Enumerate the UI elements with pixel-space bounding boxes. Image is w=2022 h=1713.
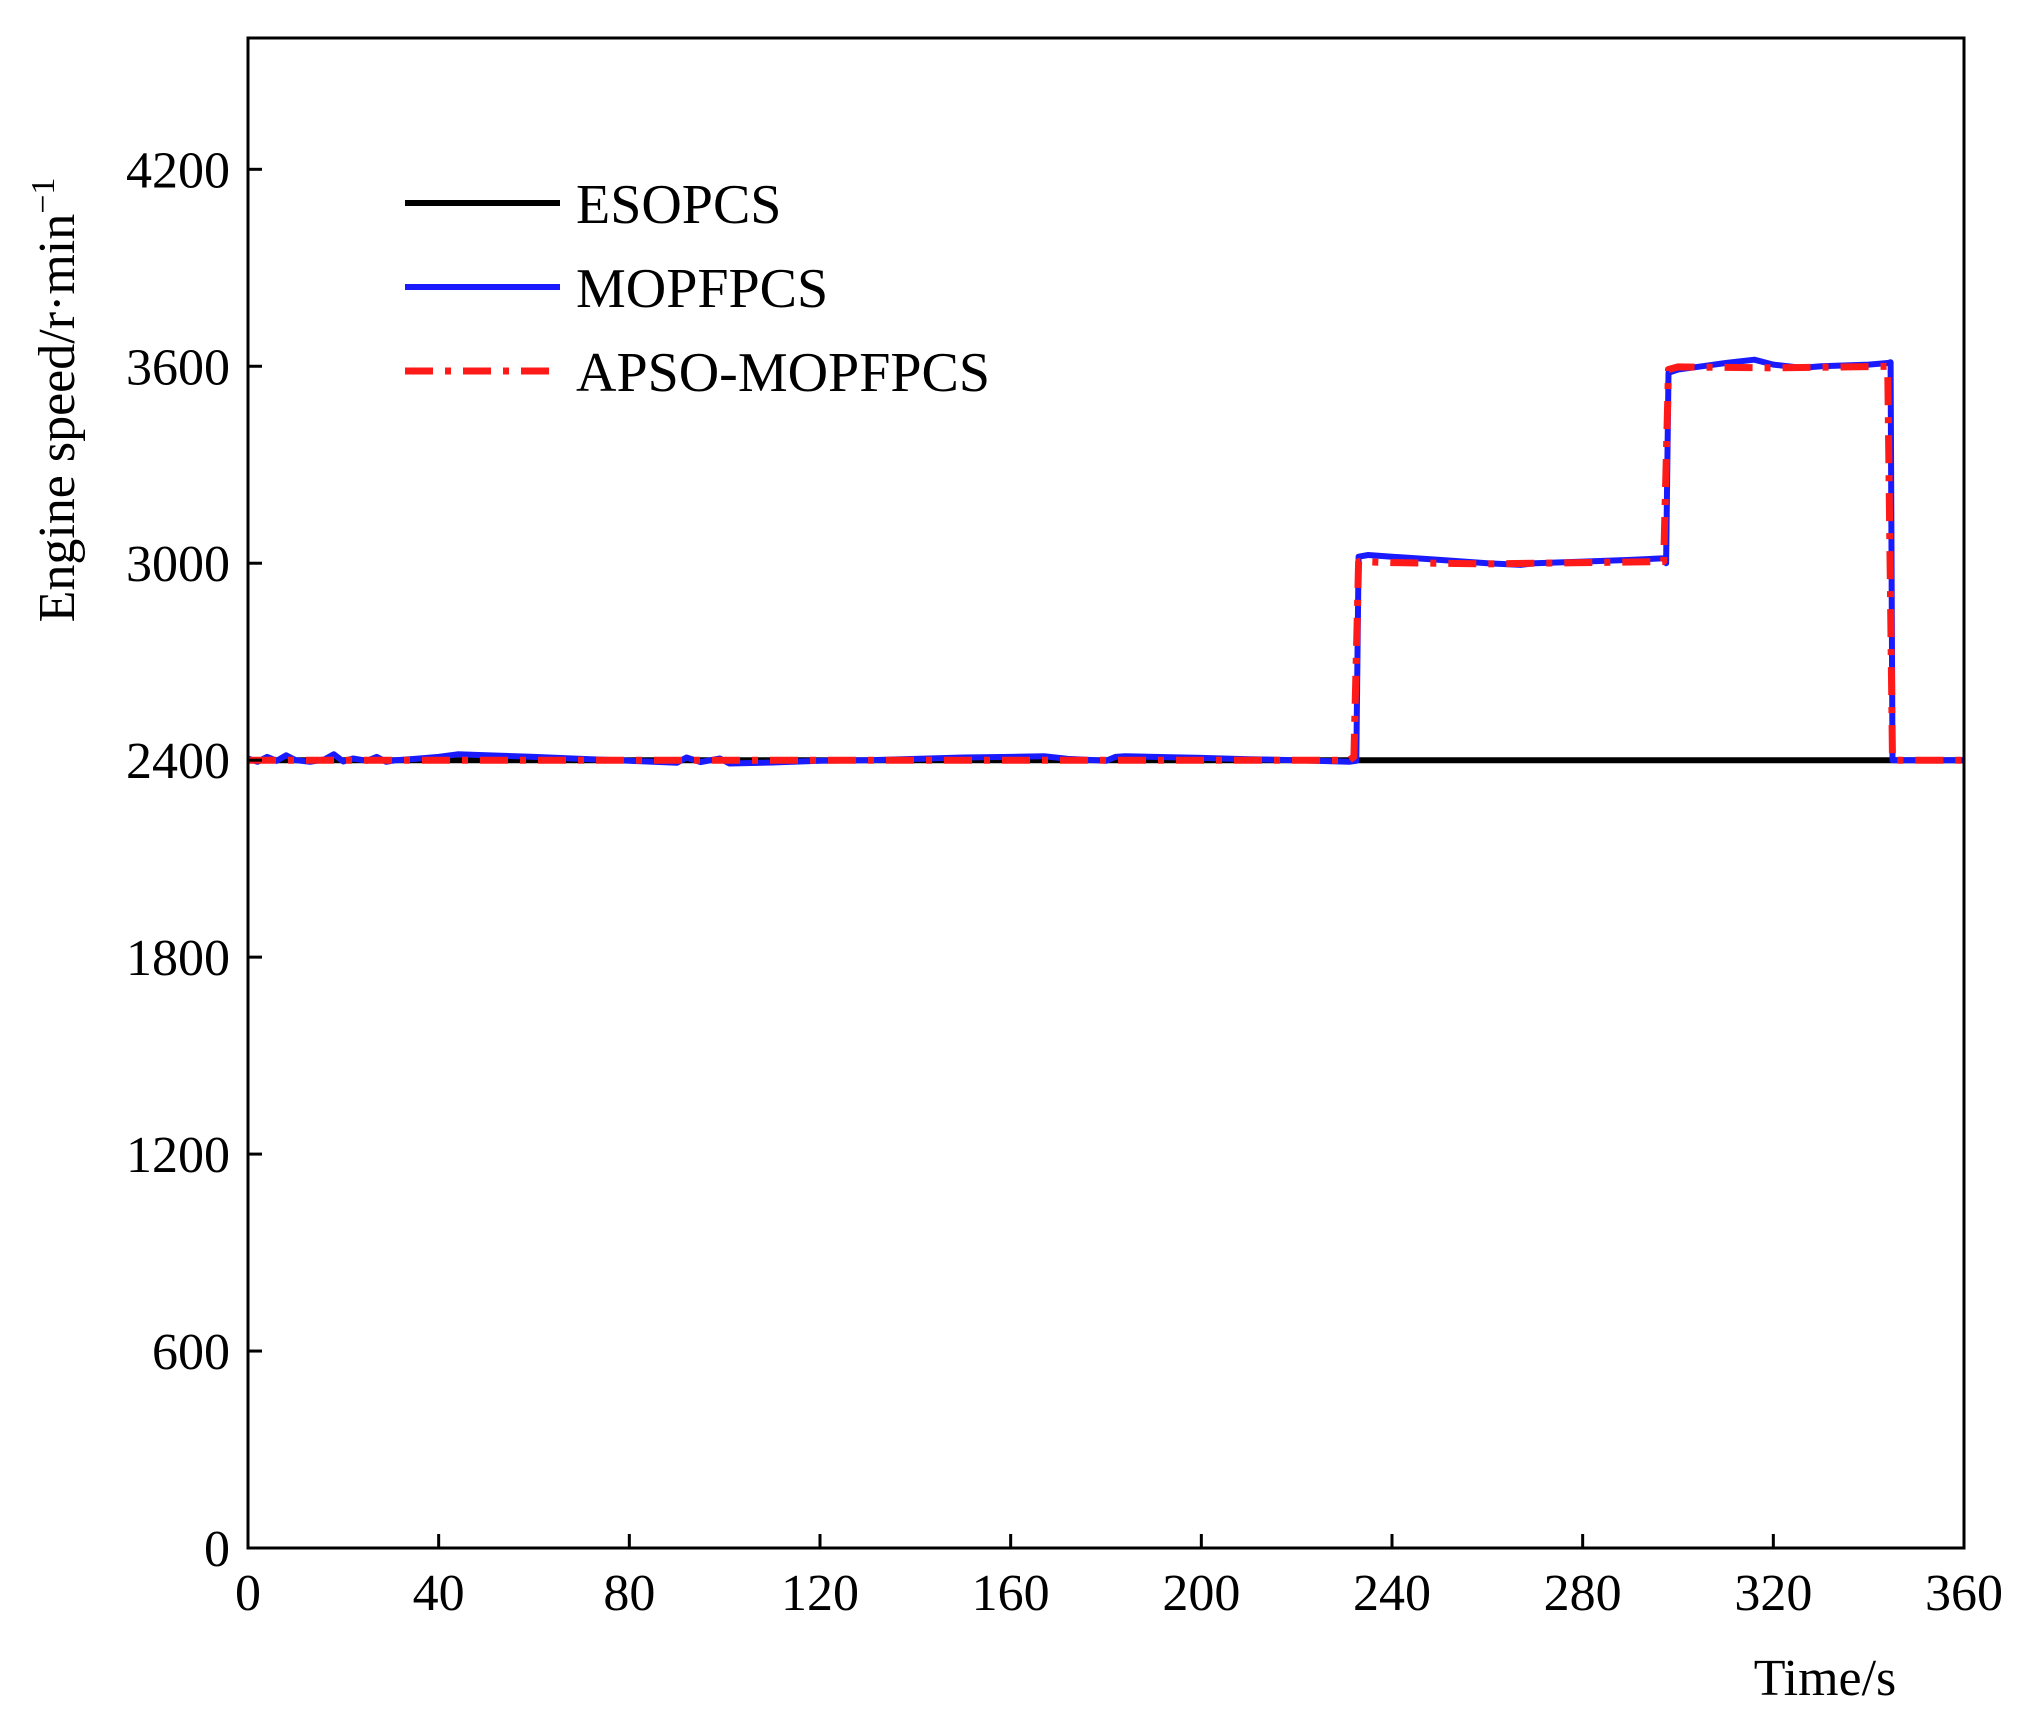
series-layer [247, 356, 1964, 767]
x-tick-label: 0 [235, 1565, 261, 1622]
y-tick-label: 3600 [126, 339, 230, 396]
y-axis-title: Engine speed/r·min−1 [25, 178, 86, 623]
x-tick-label: 200 [1162, 1565, 1240, 1622]
y-axis-title-text: Engine speed/r·min [29, 214, 86, 623]
y-tick-label: 1800 [126, 930, 230, 987]
x-tick-label: 80 [603, 1565, 655, 1622]
x-tick-label: 120 [781, 1565, 859, 1622]
x-tick-label: 280 [1544, 1565, 1622, 1622]
x-axis-ticks: 0 40 80 120 160 200 240 280 320 360 [235, 1534, 2003, 1622]
y-tick-label: 2400 [126, 733, 230, 790]
legend-label: MOPFPCS [576, 258, 828, 320]
y-tick-label: 600 [152, 1324, 230, 1381]
plot-frame [246, 36, 1966, 1550]
x-tick-label: 360 [1925, 1565, 2003, 1622]
x-tick-label: 160 [972, 1565, 1050, 1622]
y-axis-title-superscript: −1 [25, 178, 62, 214]
y-tick-label: 1200 [126, 1127, 230, 1184]
x-tick-label: 240 [1353, 1565, 1431, 1622]
y-tick-label: 0 [204, 1521, 230, 1578]
legend-label: APSO-MOPFPCS [576, 342, 990, 404]
legend-label: ESOPCS [576, 174, 781, 236]
y-tick-label: 3000 [126, 536, 230, 593]
x-tick-label: 320 [1734, 1565, 1812, 1622]
y-tick-label: 4200 [126, 142, 230, 199]
series-line-mopfpcs [247, 356, 1964, 767]
series-line-apso-mopfpcs [248, 362, 1964, 764]
legend: ESOPCS MOPFPCS APSO-MOPFPCS [405, 174, 990, 404]
x-tick-label: 40 [413, 1565, 465, 1622]
y-axis-ticks: 0 600 1200 1800 2400 3000 3600 4200 [126, 142, 262, 1578]
x-axis-title: Time/s [1754, 1650, 1897, 1707]
